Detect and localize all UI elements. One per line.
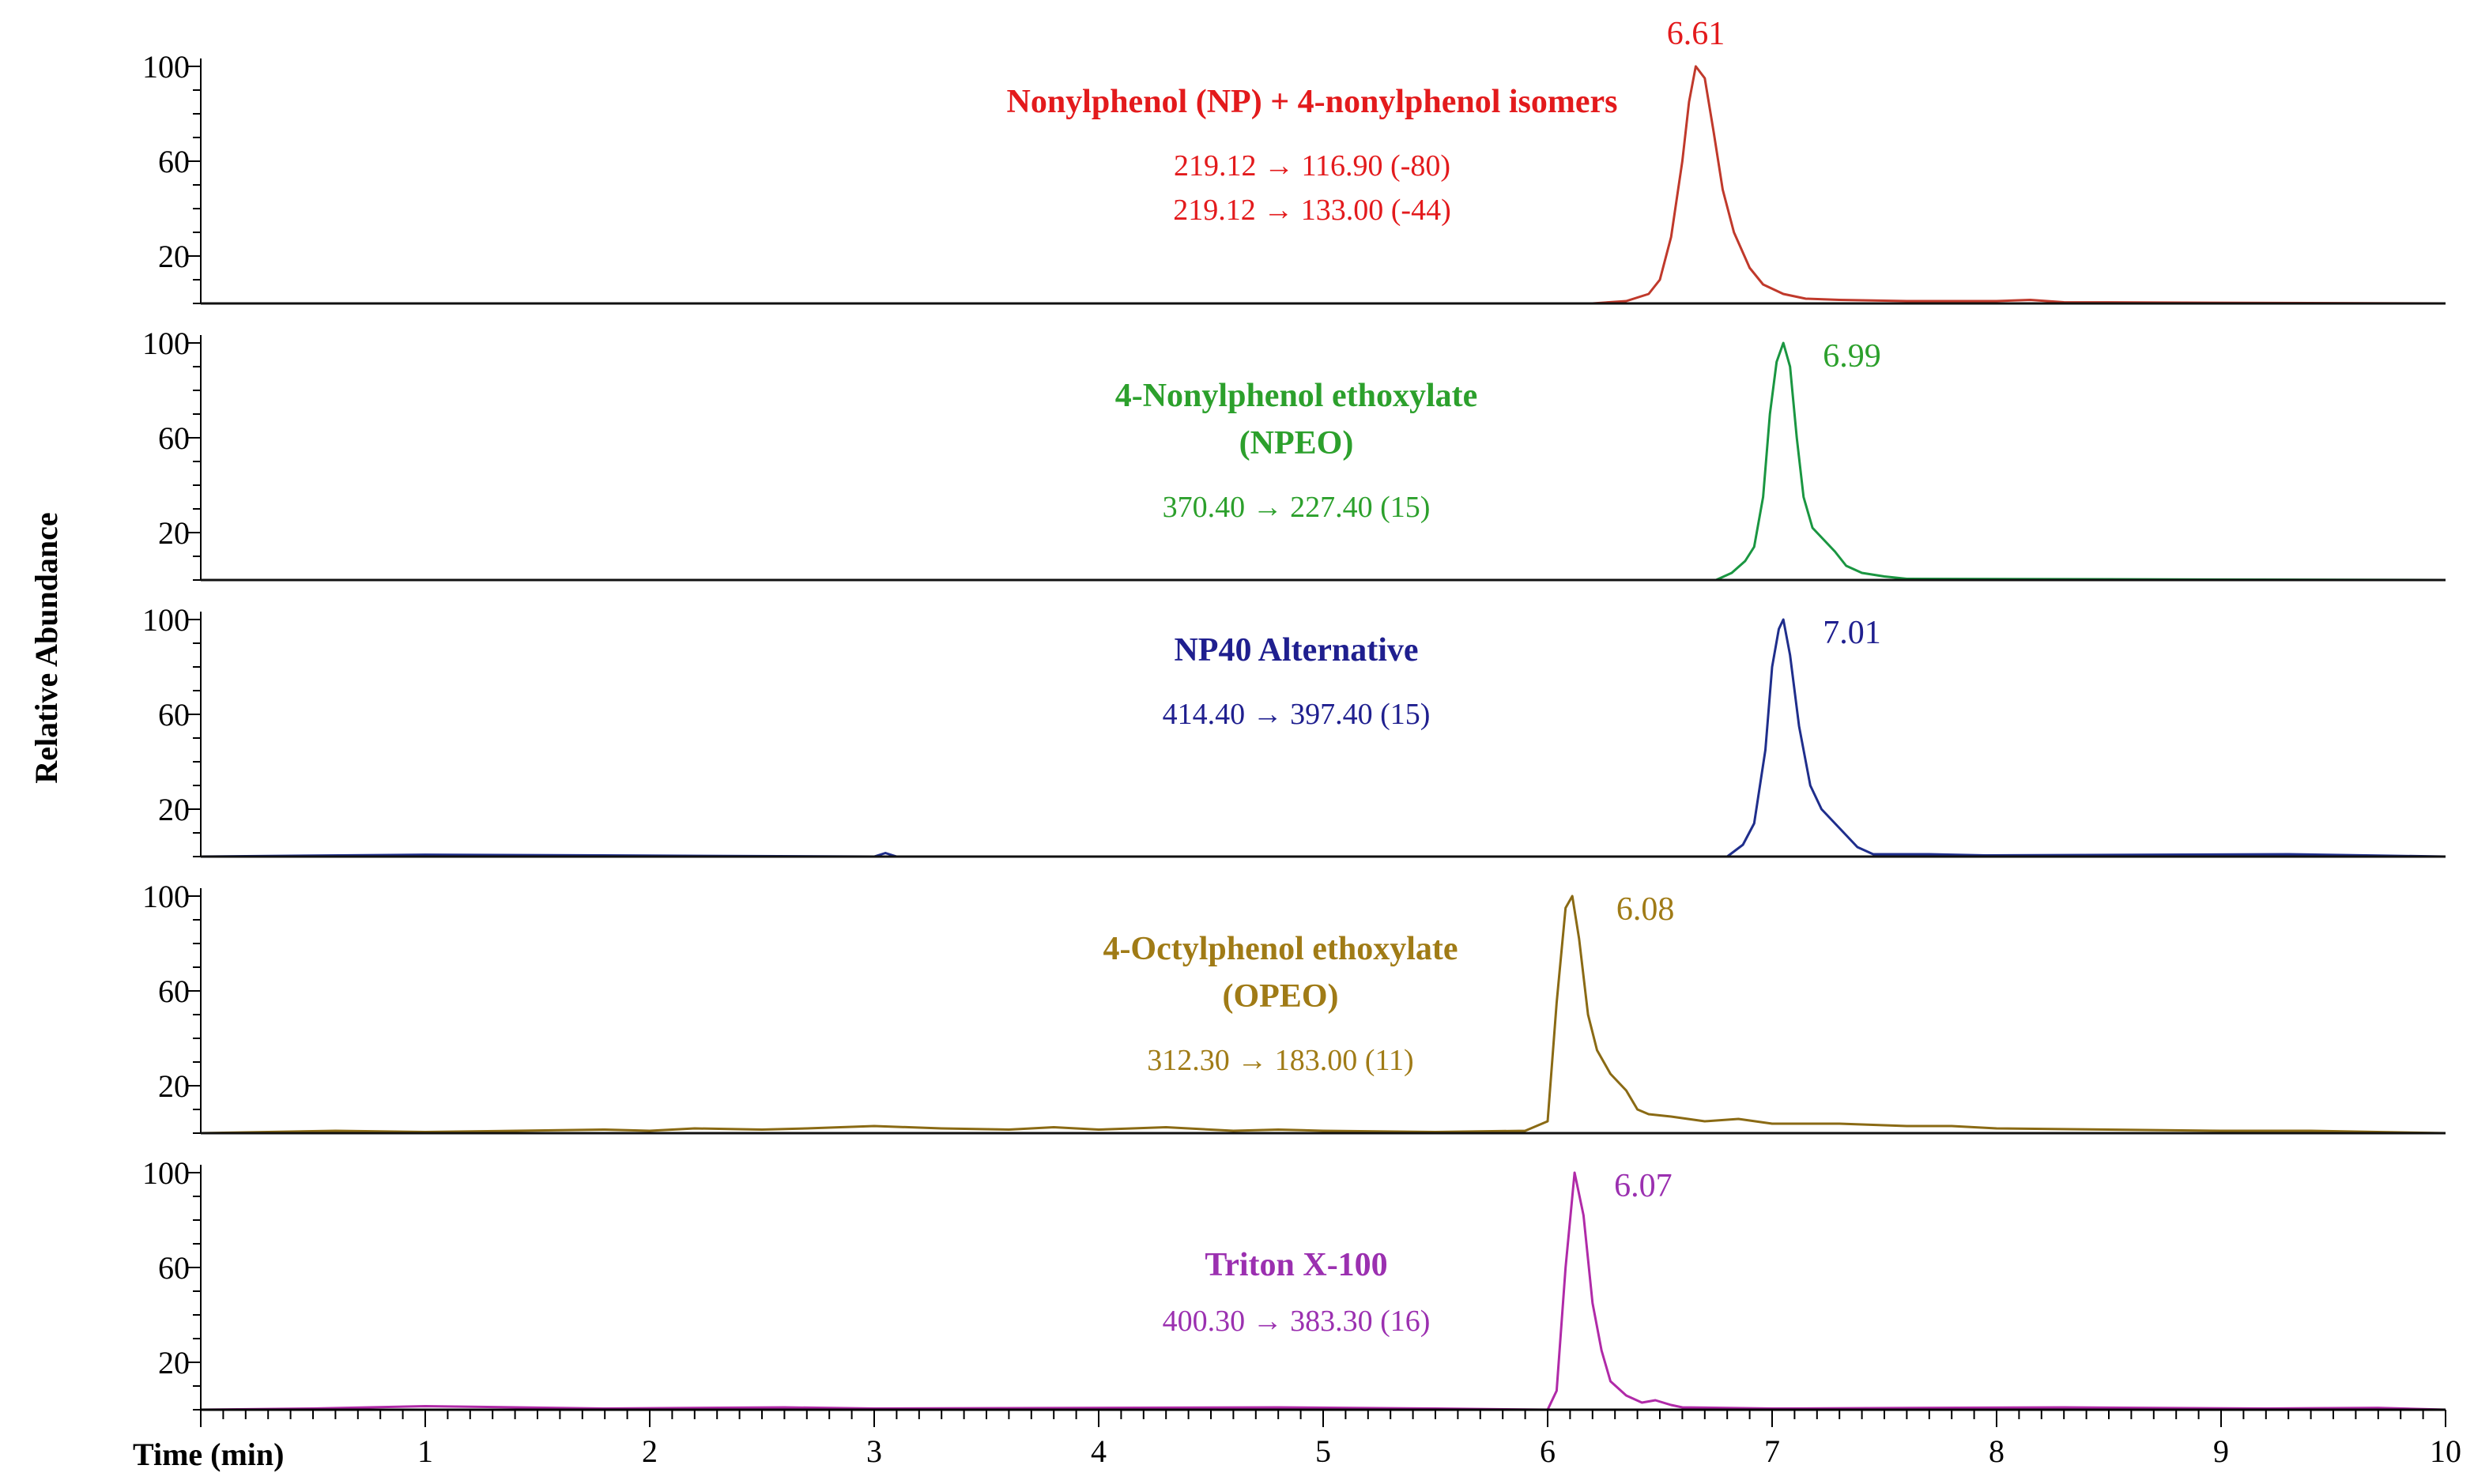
- x-tick-label: 1: [417, 1433, 433, 1469]
- compound-name: 4-Nonylphenol ethoxylate: [1115, 378, 1478, 414]
- trace-line-triton: [200, 1171, 2446, 1411]
- trace-line-np: [201, 65, 2446, 305]
- x-tick-label: 7: [1764, 1433, 1780, 1469]
- compound-name: NP40 Alternative: [1174, 632, 1418, 669]
- y-tick-label: 100: [142, 879, 190, 914]
- y-tick-label: 20: [158, 1068, 190, 1104]
- mrm-transition: 370.40 → 227.40 (15): [1163, 491, 1431, 524]
- x-axis: 1 2 3 4 5 6 7 8 9 10 Time (min): [133, 1408, 2461, 1472]
- compound-name: 4-Octylphenol ethoxylate: [1103, 931, 1458, 967]
- y-tick-label: 100: [142, 326, 190, 361]
- panel-np: 100 60 20 6.61 Nonylphenol (NP) + 4-nonylphe…: [142, 16, 2446, 305]
- panel-np40: 100 60 20 7.01 NP40 Alternative 414.40 → 397.…: [142, 602, 2446, 858]
- peak-label: 6.99: [1823, 338, 1881, 375]
- x-tick-label: 5: [1315, 1433, 1331, 1469]
- y-tick-label: 60: [158, 420, 190, 456]
- mrm-transition: 219.12 → 133.00 (-44): [1173, 194, 1450, 227]
- compound-name: Triton X-100: [1205, 1247, 1387, 1283]
- y-tick-label: 60: [158, 1250, 190, 1286]
- y-tick-label: 100: [142, 1155, 190, 1191]
- mrm-transition: 312.30 → 183.00 (11): [1147, 1044, 1413, 1077]
- y-tick-label: 20: [158, 515, 190, 551]
- x-tick-label: 8: [1989, 1433, 2004, 1469]
- trace-line-npeo: [201, 341, 2446, 582]
- y-axis-label: Relative Abundance: [28, 512, 64, 783]
- peak-label: 6.08: [1616, 891, 1674, 928]
- x-tick-label: 9: [2213, 1433, 2229, 1469]
- y-tick-label: 60: [158, 144, 190, 179]
- peak-label: 7.01: [1823, 615, 1881, 651]
- compound-name: Nonylphenol (NP) + 4-nonylphenol isomers: [1006, 84, 1617, 120]
- panel-triton: 100 60 20 6.07 Triton X-100 400.30 → 383.30 (…: [142, 1155, 2446, 1411]
- mrm-transition: 219.12 → 116.90 (-80): [1174, 149, 1450, 183]
- y-tick-label: 20: [158, 792, 190, 827]
- peak-label: 6.07: [1614, 1168, 1673, 1204]
- panel-npeo: 100 60 20 6.99 4-Nonylphenol ethoxylate (NPEO…: [142, 326, 2446, 582]
- compound-abbrev: (NPEO): [1239, 425, 1354, 461]
- mrm-transition: 400.30 → 383.30 (16): [1163, 1305, 1431, 1338]
- panel-opeo: 100 60 20 6.08 4-Octylphenol ethoxylate (OPEO…: [142, 879, 2446, 1135]
- x-tick-label: 4: [1091, 1433, 1107, 1469]
- y-tick-label: 100: [142, 602, 190, 638]
- x-tick-label: 6: [1540, 1433, 1556, 1469]
- y-tick-label: 20: [158, 1345, 190, 1380]
- x-tick-label: 3: [866, 1433, 882, 1469]
- x-tick-label: 10: [2430, 1433, 2461, 1469]
- y-tick-label: 100: [142, 49, 190, 85]
- mrm-transition: 414.40 → 397.40 (15): [1163, 698, 1431, 731]
- panels-group: 100 60 20 6.61 Nonylphenol (NP) + 4-nonylphe…: [142, 16, 2446, 1411]
- x-axis-label: Time (min): [133, 1437, 284, 1472]
- y-tick-label: 20: [158, 239, 190, 274]
- compound-abbrev: (OPEO): [1223, 978, 1339, 1015]
- trace-line-opeo: [200, 895, 2446, 1135]
- peak-label: 6.61: [1667, 16, 1725, 52]
- x-tick-label: 2: [642, 1433, 658, 1469]
- y-tick-label: 60: [158, 697, 190, 733]
- y-tick-label: 60: [158, 974, 190, 1009]
